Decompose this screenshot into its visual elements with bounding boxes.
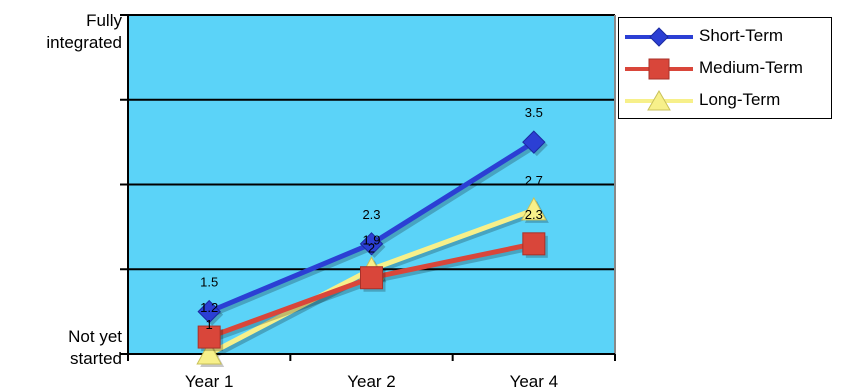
y-tick-label-bottom-line-1: Not yet <box>68 327 122 346</box>
marker-long-term <box>520 196 547 221</box>
data-label-short-term: 1.5 <box>200 275 218 290</box>
y-tick-label-top: Fully integrated <box>4 10 122 54</box>
y-tick-label-bottom-line-2: started <box>70 349 122 368</box>
legend-item-medium-term: Medium-Term <box>619 54 831 84</box>
marker-short-term <box>522 130 546 154</box>
marker-long-term <box>196 340 223 365</box>
data-label-medium-term: 2 <box>368 241 375 256</box>
legend-label-short-term: Short-Term <box>699 26 784 45</box>
data-label-short-term: 3.5 <box>525 105 543 120</box>
legend-label-medium-term: Medium-Term <box>699 58 803 77</box>
legend-item-long-term: Long-Term <box>619 86 831 116</box>
x-tick-label: Year 1 <box>185 372 234 391</box>
data-label-long-term: 2.7 <box>525 173 543 188</box>
data-label-short-term: 2.3 <box>362 207 380 222</box>
y-tick-label-top-line-1: Fully <box>86 11 122 30</box>
marker-medium-term <box>197 325 221 349</box>
data-label-medium-term: 2.3 <box>525 207 543 222</box>
legend-item-short-term: Short-Term <box>619 22 831 52</box>
legend-swatch-medium-term <box>625 58 693 80</box>
legend-swatch-short-term <box>625 27 693 47</box>
legend-label-long-term: Long-Term <box>699 90 781 109</box>
data-label-medium-term: 1.2 <box>200 300 218 315</box>
y-tick-label-bottom: Not yet started <box>4 326 122 370</box>
data-label-long-term: 1 <box>206 317 213 332</box>
marker-medium-term <box>522 232 546 256</box>
marker-medium-term <box>360 266 383 290</box>
legend-swatch-long-term <box>625 90 693 111</box>
x-tick-label: Year 4 <box>510 372 559 391</box>
y-tick-label-top-line-2: integrated <box>46 33 122 52</box>
data-label-long-term: 1.9 <box>362 232 380 247</box>
marker-short-term <box>359 232 384 256</box>
x-tick-label: Year 2 <box>347 372 396 391</box>
marker-short-term <box>197 299 221 324</box>
chart-legend: Short-Term Medium-Term Long-Term <box>618 17 832 119</box>
